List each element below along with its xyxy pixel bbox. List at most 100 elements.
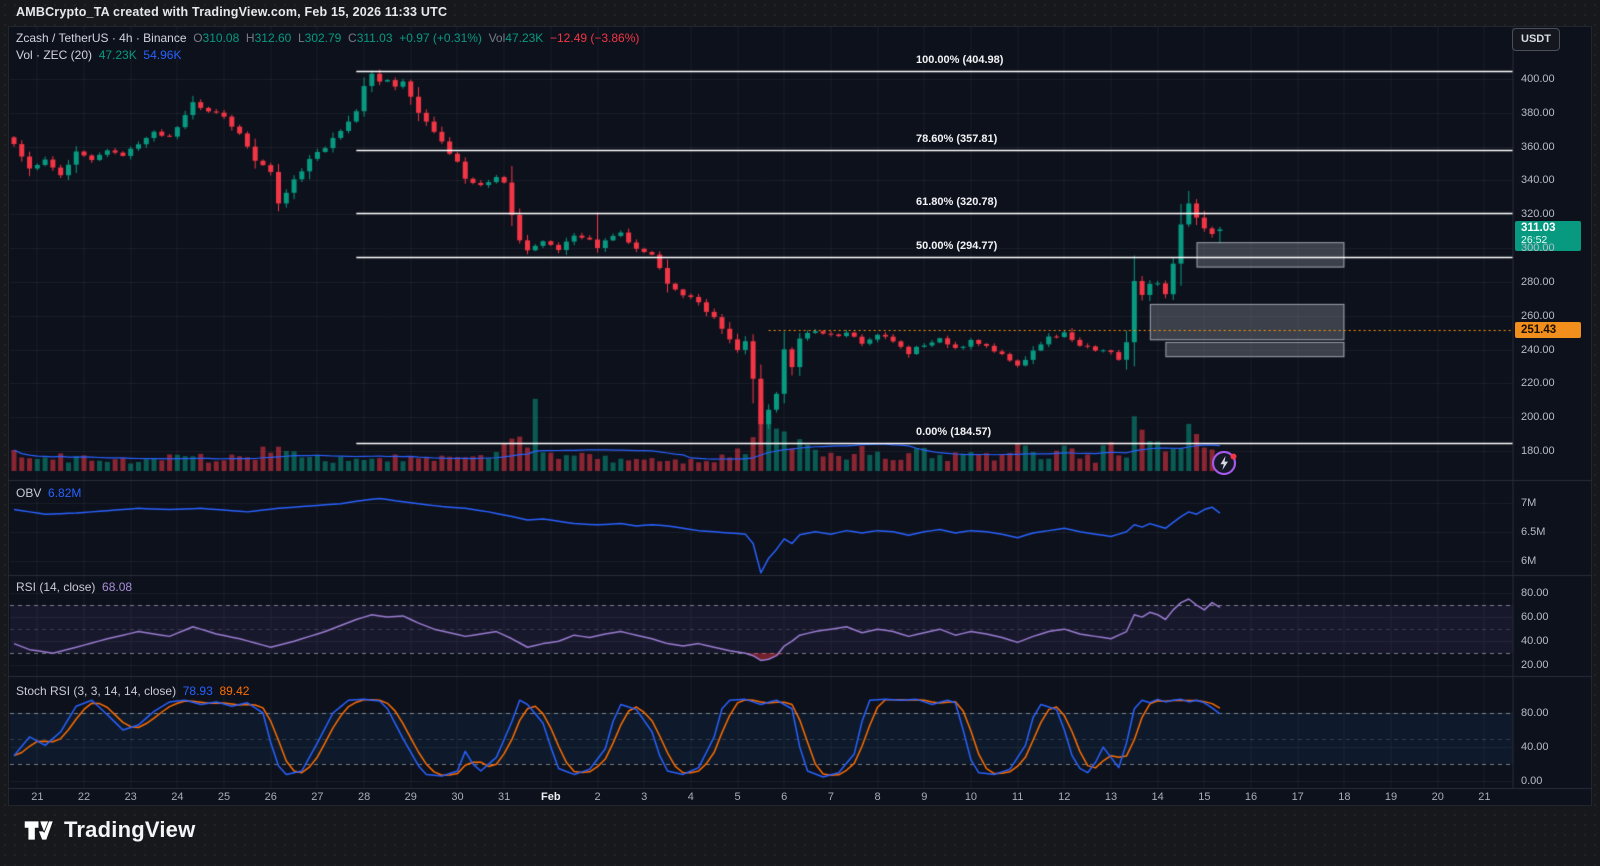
topbar-title: AMBCrypto_TA created with TradingView.co… <box>16 5 448 19</box>
price-tick-label: 380.00 <box>1521 106 1555 119</box>
time-axis-label: 25 <box>217 791 231 803</box>
stoch-rsi-title[interactable]: Stoch RSI (3, 3, 14, 14, close) <box>16 684 177 698</box>
stoch-tick-label: 40.00 <box>1521 741 1549 754</box>
tradingview-wordmark: TradingView <box>64 817 196 842</box>
close-value: 311.03 <box>356 31 393 45</box>
price-tick-label: 320.00 <box>1521 208 1555 221</box>
volume-value: 47.23K <box>505 31 544 45</box>
top-caption-bar: AMBCrypto_TA created with TradingView.co… <box>0 0 1600 26</box>
rsi-tick-label: 20.00 <box>1521 659 1549 672</box>
time-axis-label: 6 <box>781 791 788 803</box>
price-tick-label: 280.00 <box>1521 275 1555 288</box>
current-price-badge: 311.03 26:52 <box>1515 221 1581 252</box>
volume-ma-value: 54.96K <box>143 48 182 62</box>
obv-tick-label: 7M <box>1521 496 1537 509</box>
time-axis-label: 23 <box>124 791 137 803</box>
chart-canvas[interactable] <box>8 26 1592 806</box>
time-axis-label: 18 <box>1338 791 1351 803</box>
time-axis-label: 24 <box>171 791 184 803</box>
stoch-k-value: 78.93 <box>182 684 213 698</box>
time-axis-label: 10 <box>964 791 978 803</box>
price-tick-label: 340.00 <box>1521 174 1555 187</box>
time-axis-label: 9 <box>921 791 928 803</box>
time-axis-label: 29 <box>404 791 417 803</box>
rsi-tick-label: 40.00 <box>1521 635 1549 648</box>
time-axis[interactable] <box>8 788 1513 806</box>
price-tick-label: 400.00 <box>1521 73 1555 85</box>
fib-level-label: 78.60% (357.81) <box>916 133 998 146</box>
time-axis-label: 21 <box>31 791 44 803</box>
open-value: 310.08 <box>202 31 240 45</box>
time-axis-label: 7 <box>827 791 834 803</box>
fib-level-label: 100.00% (404.98) <box>916 53 1004 66</box>
rsi-tick-label: 80.00 <box>1521 587 1549 599</box>
price-tick-label: 200.00 <box>1521 411 1555 424</box>
time-axis-label: 31 <box>498 791 511 803</box>
stoch-tick-label: 0.00 <box>1521 775 1543 788</box>
close-label: C <box>348 31 357 45</box>
time-axis-label: 2 <box>594 791 601 803</box>
time-axis-label: 17 <box>1291 791 1304 803</box>
alert-price-badge: 251.43 <box>1515 322 1581 339</box>
time-axis-label: 5 <box>734 791 741 803</box>
rsi-title[interactable]: RSI (14, close) <box>16 580 96 594</box>
time-axis-label: 22 <box>77 791 91 803</box>
time-axis-label: 12 <box>1058 791 1071 803</box>
legend-row-symbol: Zcash / TetherUS · 4h · Binance O310.08 … <box>16 31 639 45</box>
time-axis-label: 15 <box>1198 791 1211 803</box>
volume-change-value: −12.49 (−3.86%) <box>550 31 640 45</box>
volume-study-title[interactable]: Vol · ZEC (20) <box>16 48 93 62</box>
time-axis-label: 8 <box>874 791 881 803</box>
time-axis-label: 28 <box>357 791 371 803</box>
high-value: 312.60 <box>254 31 292 45</box>
obv-tick-label: 6M <box>1521 555 1537 568</box>
fib-level-label: 61.80% (320.78) <box>916 195 998 208</box>
price-tick-label: 240.00 <box>1521 343 1555 356</box>
boost-button[interactable] <box>1210 448 1240 478</box>
rsi-tick-label: 60.00 <box>1521 611 1549 624</box>
stoch-tick-label: 80.00 <box>1521 707 1549 719</box>
bar-countdown: 26:52 <box>1521 234 1548 247</box>
time-axis-label: 20 <box>1431 791 1444 803</box>
symbol-title[interactable]: Zcash / TetherUS · 4h · Binance <box>16 31 187 45</box>
obv-value: 6.82M <box>48 486 82 500</box>
obv-tick-label: 6.5M <box>1521 525 1546 538</box>
fib-level-label: 50.00% (294.77) <box>916 239 998 252</box>
time-axis-label: 13 <box>1104 791 1118 803</box>
time-axis-label: 27 <box>311 791 324 803</box>
legend-row-volume-study: Vol · ZEC (20) 47.23K 54.96K <box>16 48 181 62</box>
time-axis-label: 30 <box>451 791 464 803</box>
price-tick-label: 180.00 <box>1521 445 1555 457</box>
time-axis-label: 4 <box>687 791 694 803</box>
rsi-legend: RSI (14, close) 68.08 <box>16 580 132 594</box>
low-label: L <box>297 31 305 45</box>
high-label: H <box>245 31 255 45</box>
price-tick-label: 360.00 <box>1521 140 1555 153</box>
obv-title[interactable]: OBV <box>16 486 42 500</box>
low-value: 302.79 <box>304 31 342 45</box>
stoch-d-value: 89.42 <box>219 684 250 698</box>
price-tick-label: 260.00 <box>1521 309 1555 322</box>
current-price-value: 311.03 <box>1521 222 1556 235</box>
price-tick-label: 220.00 <box>1521 377 1555 390</box>
tradingview-logo-icon <box>24 820 53 840</box>
fib-level-label: 0.00% (184.57) <box>916 426 992 439</box>
time-axis-label: Feb <box>541 791 561 803</box>
volume-label: Vol <box>488 31 506 45</box>
time-axis-label: 14 <box>1151 791 1164 803</box>
time-axis-label: 11 <box>1011 791 1024 803</box>
currency-toggle-button[interactable]: USDT <box>1512 28 1560 51</box>
time-axis-label: 26 <box>264 791 277 803</box>
lightning-icon <box>1211 450 1237 476</box>
open-label: O <box>193 31 203 45</box>
rsi-value: 68.08 <box>102 580 133 594</box>
tradingview-logo[interactable]: TradingView <box>22 812 195 848</box>
time-axis-label: 16 <box>1244 791 1258 803</box>
time-axis-label: 19 <box>1384 791 1398 803</box>
obv-legend: OBV 6.82M <box>16 486 81 500</box>
change-value: +0.97 (+0.31%) <box>399 31 482 45</box>
time-axis-label: 3 <box>641 791 648 803</box>
time-axis-label: 21 <box>1478 791 1491 803</box>
volume-study-value: 47.23K <box>98 48 137 62</box>
